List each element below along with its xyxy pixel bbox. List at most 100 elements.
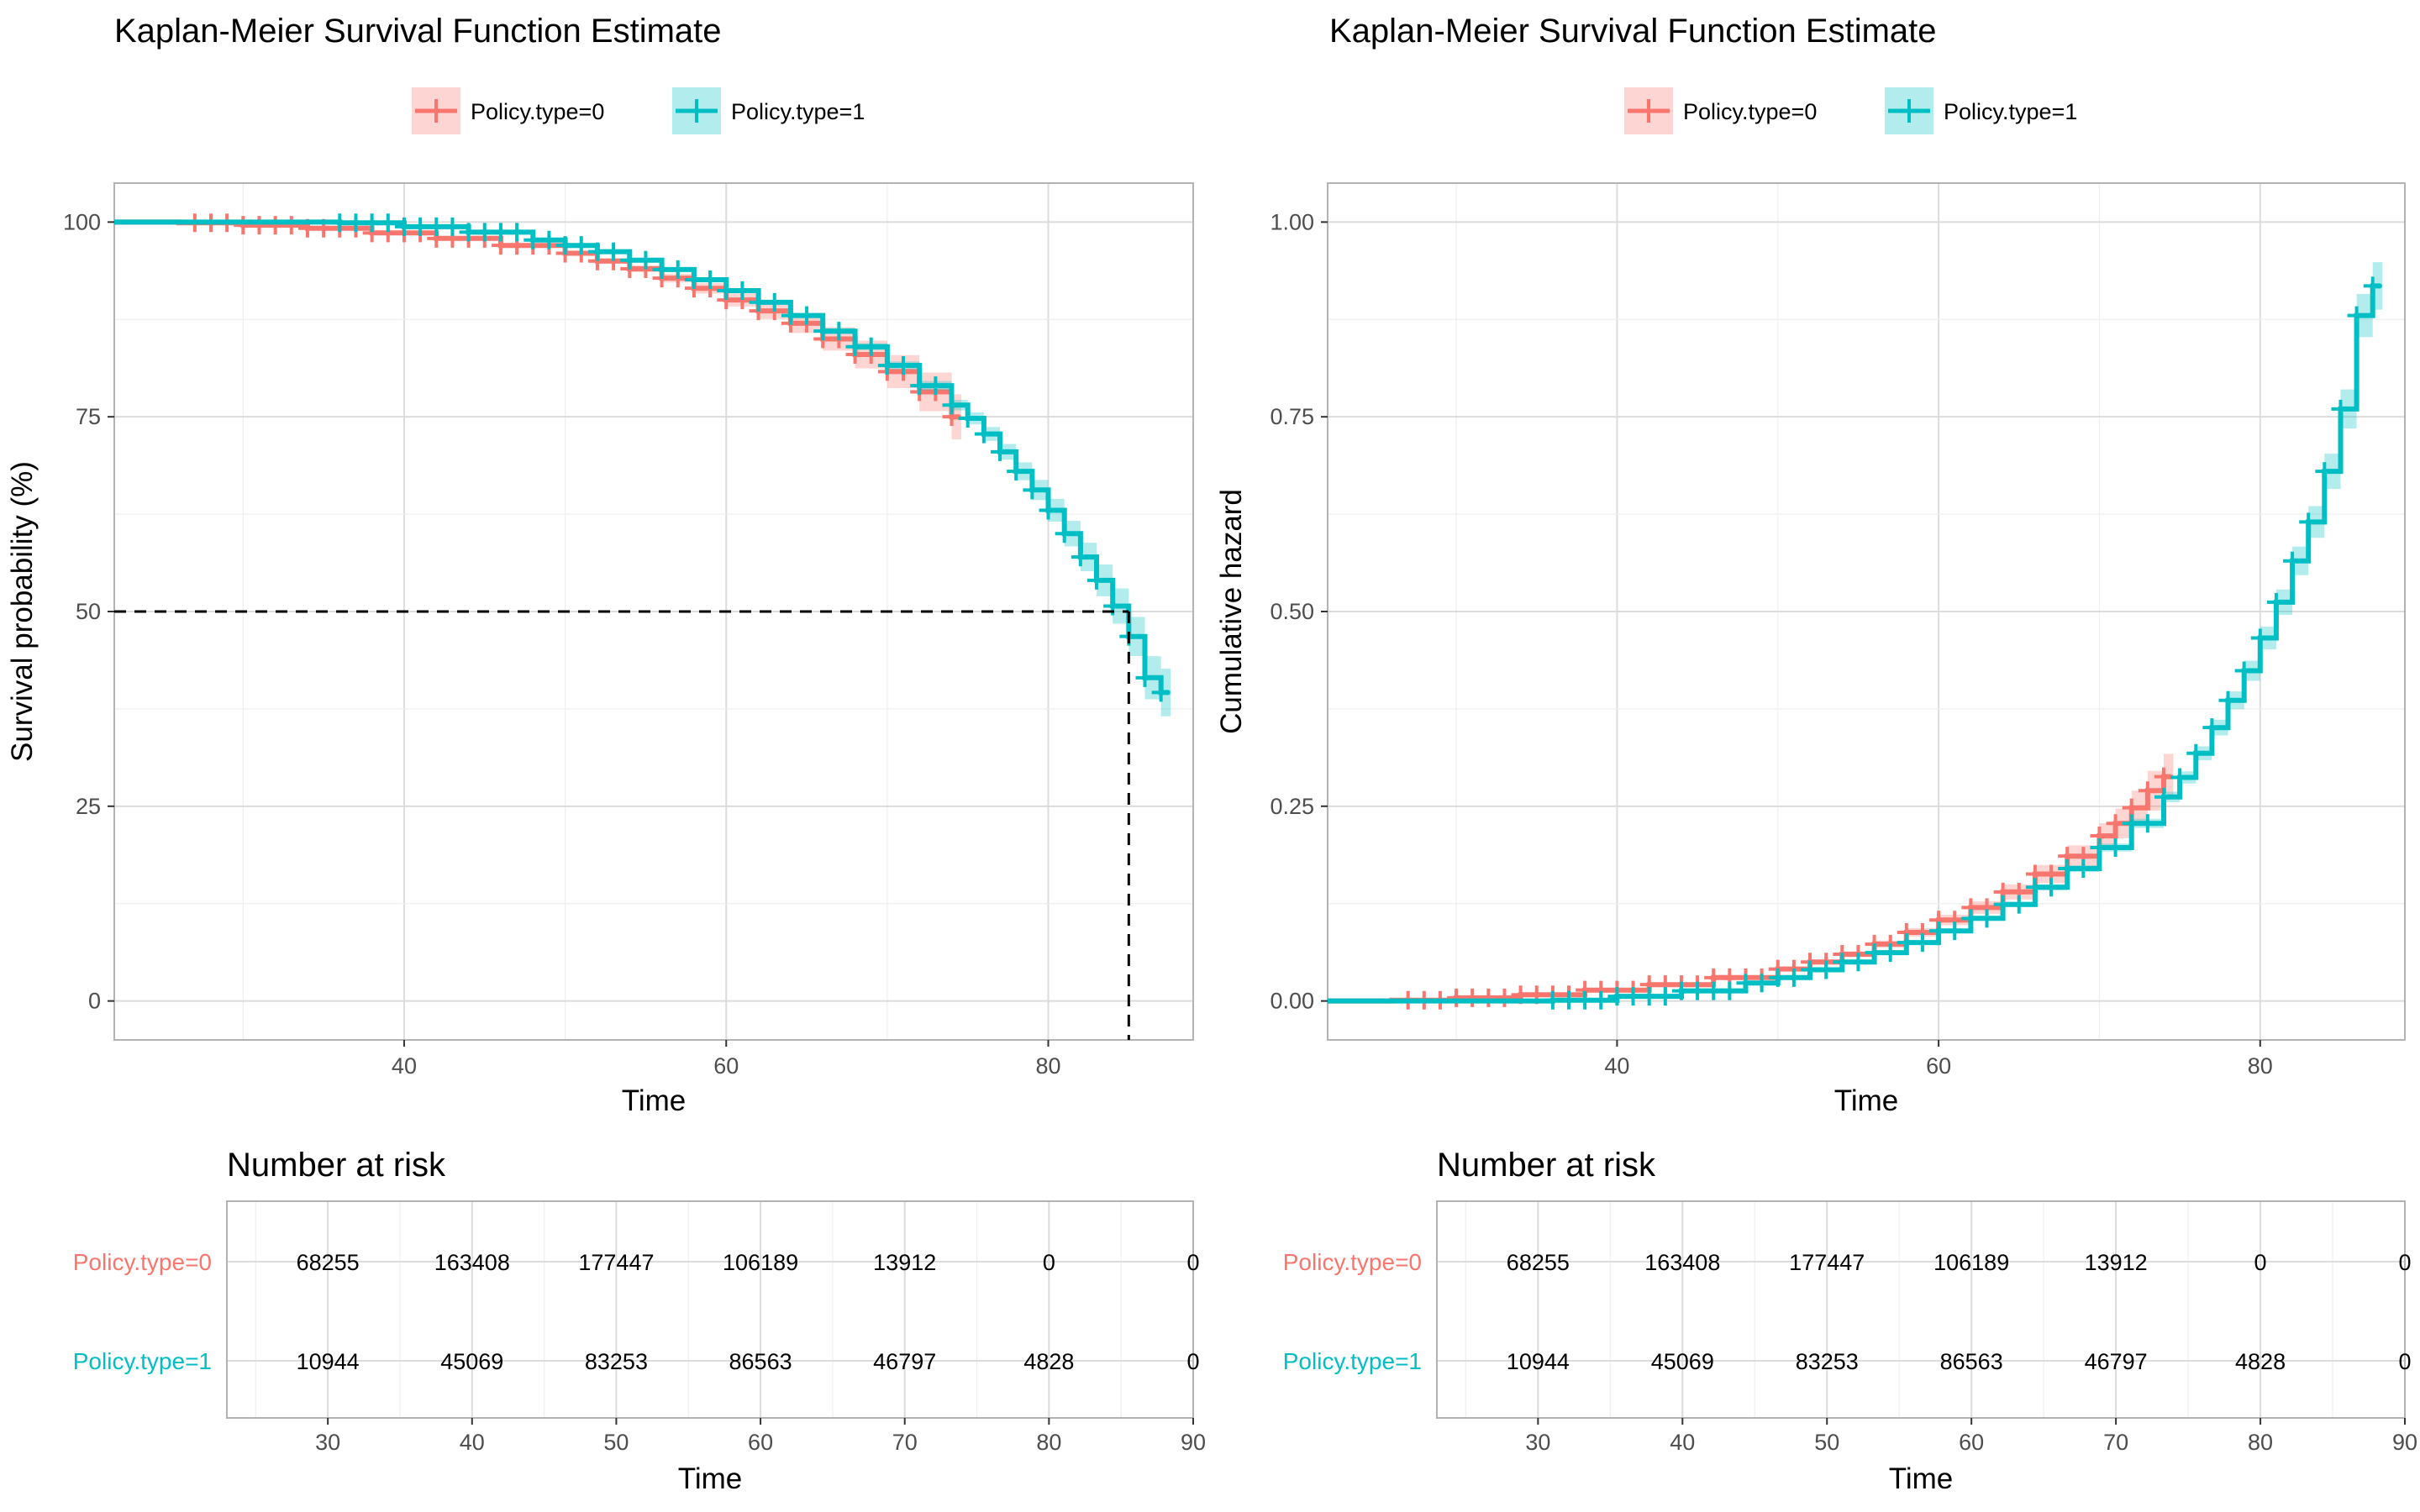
censor-mark [1655,987,1675,1006]
censor-mark [942,396,961,415]
censor-mark [2138,781,2157,801]
risk-cell-value: 46797 [2085,1349,2148,1374]
censor-marks [1543,276,2382,1010]
risk-x-axis: 30 40 50 60 70 80 90 Time [1525,1418,2417,1495]
censor-mark [1071,548,1090,567]
censor-mark [620,250,639,270]
censor-mark [1945,921,1965,941]
censor-mark [668,260,687,279]
censor-mark [1720,981,1739,1000]
censor-mark [2154,787,2173,806]
censor-mark [378,213,397,233]
legend-item-1: Policy.type=1 [1885,87,2077,134]
x-tick-label: 80 [1036,1430,1061,1455]
legend: Policy.type=0 Policy.type=1 [1624,87,2077,134]
risk-cell-value: 0 [2398,1349,2411,1374]
risk-panel-border [1436,1200,2406,1419]
censor-mark [266,216,285,235]
risk-cell-value: 13912 [2085,1250,2148,1275]
risk-x-axis-title: Time [1889,1462,1953,1495]
plot-area [114,213,1171,1040]
censor-mark [1623,987,1643,1006]
risk-cell-value: 163408 [1644,1250,1720,1275]
censor-mark [717,281,736,300]
censor-mark [781,306,800,325]
censor-mark [733,281,752,300]
censor-mark [539,230,559,249]
censor-mark [1607,987,1627,1006]
risk-table-1: Number at risk 68255 163408 177447 106189 139… [73,1147,1206,1495]
y-tick-label: 0.25 [1270,794,1314,819]
risk-cell-value: 83253 [1796,1349,1859,1374]
censor-mark [1560,990,1579,1010]
risk-table-title: Number at risk [1437,1147,1656,1184]
risk-cell-value: 163408 [434,1250,510,1275]
risk-cell-value: 45069 [1651,1349,1714,1374]
censor-mark [1977,909,1996,928]
x-tick-label: 80 [2248,1430,2273,1455]
censor-mark [1912,933,1932,953]
chart-panel-2: Kaplan-Meier Survival Function Estimate P… [1215,13,2406,1117]
censor-mark [1591,990,1611,1010]
censor-mark [813,322,833,341]
censor-mark [2186,743,2206,763]
censor-mark [1817,960,1836,979]
censor-mark [1087,570,1107,590]
censor-mark [894,355,913,375]
censor-mark [701,270,720,289]
censor-mark [1495,988,1514,1007]
censor-mark [2234,661,2254,680]
x-axis-title: Time [622,1084,686,1117]
censor-mark [394,217,413,236]
x-axis: 40 60 80 Time [1604,1040,2273,1117]
censor-mark [2122,814,2141,833]
censor-mark [1543,990,1562,1010]
median-reference [114,610,1130,1040]
censor-mark [749,292,768,312]
y-tick-label: 0.00 [1270,989,1314,1014]
x-tick-label: 40 [460,1430,485,1455]
risk-cell-value: 46797 [873,1349,936,1374]
y-tick-label: 0 [88,989,101,1014]
x-tick-label: 70 [892,1430,918,1455]
censor-mark [1479,988,1498,1007]
censor-mark [587,242,607,261]
series-1 [1328,262,2383,1010]
censor-mark [1671,981,1691,1000]
risk-cells: 68255 163408 177447 106189 13912 0 0 10944 45069… [297,1250,1200,1374]
confidence-band [114,220,1171,717]
censor-mark [2106,837,2125,857]
risk-cell-value: 83253 [585,1349,648,1374]
risk-cell-value: 0 [1186,1250,1199,1275]
censor-mark [250,216,269,235]
censor-mark [1849,953,1868,972]
censor-mark [845,337,865,356]
risk-gridlines [1437,1201,2405,1418]
y-tick-label: 1.00 [1270,209,1314,234]
risk-row-label: Policy.type=0 [73,1249,212,1275]
censor-mark [281,216,301,235]
risk-cell-value: 10944 [297,1349,360,1374]
confidence-band [1328,753,2174,1003]
confidence-band [1328,262,2383,1003]
censor-mark [604,242,623,261]
censor-mark [1055,524,1074,543]
censor-mark [829,322,849,341]
censor-mark [2266,592,2286,612]
risk-cell-value: 13912 [873,1250,936,1275]
censor-mark [2154,767,2173,786]
censor-mark [443,217,462,236]
censor-mark [2218,690,2238,710]
legend-item-0: Policy.type=0 [1624,87,1817,134]
censor-mark [2250,628,2270,648]
censor-mark [1704,981,1723,1000]
x-axis-title: Time [1834,1084,1898,1117]
legend-label: Policy.type=0 [1683,99,1817,124]
survival-step-line [1328,283,2381,1004]
x-tick-label: 60 [748,1430,773,1455]
y-axis: 0.00 0.25 0.50 0.75 1.00 Cumulative hazard [1215,209,1328,1014]
risk-cell-value: 177447 [578,1250,654,1275]
censor-mark [2074,859,2093,878]
risk-cell-value: 106189 [723,1250,798,1275]
